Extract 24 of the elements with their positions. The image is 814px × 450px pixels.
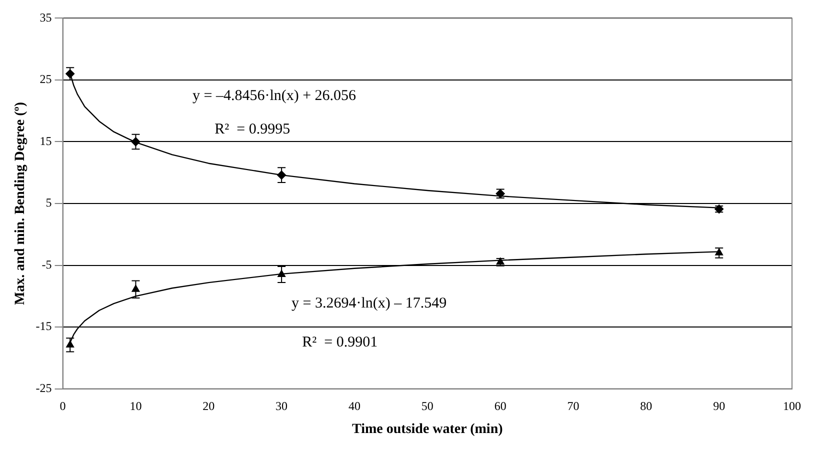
x-tick-label: 10 (130, 399, 142, 414)
annotation: y = –4.8456·ln(x) + 26.056 (192, 88, 357, 104)
y-tick-label: 5 (46, 196, 52, 210)
x-tick-label: 70 (567, 399, 580, 414)
x-tick-label: 50 (421, 399, 434, 414)
x-tick-label: 90 (713, 399, 726, 414)
x-tick-label: 40 (348, 399, 360, 414)
x-tick-label: 30 (276, 399, 288, 414)
annotation: R² = 0.9995 (214, 121, 290, 138)
x-tick-label: 20 (202, 399, 215, 414)
x-tick-label: 100 (783, 399, 801, 414)
annotation: y = 3.2694·ln(x) – 17.549 (292, 296, 447, 312)
y-tick-label: -5 (42, 257, 52, 272)
y-tick-label: -15 (36, 319, 52, 334)
x-tick-label: 80 (640, 399, 652, 414)
y-tick-label: 15 (40, 134, 52, 148)
y-tick-label: 35 (40, 10, 52, 24)
y-tick-label: -25 (36, 380, 52, 395)
annotation: R² = 0.9901 (302, 334, 378, 350)
x-tick-label: 60 (494, 399, 506, 414)
x-tick-label: 0 (60, 399, 66, 414)
y-tick-label: 25 (40, 72, 52, 86)
y-axis-title: Max. and min. Bending Degree (º) (13, 102, 28, 306)
x-axis-title: Time outside water (min) (352, 422, 504, 438)
